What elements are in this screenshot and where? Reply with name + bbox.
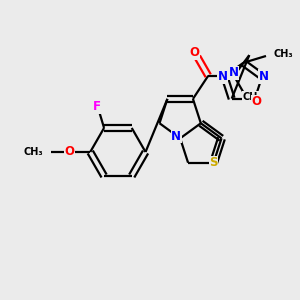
Text: CH₃: CH₃ <box>243 92 262 102</box>
Text: F: F <box>93 100 101 113</box>
Text: N: N <box>218 70 227 83</box>
Text: CH₃: CH₃ <box>274 49 293 59</box>
Text: N: N <box>171 130 181 143</box>
Text: CH₃: CH₃ <box>23 147 43 157</box>
Text: N: N <box>229 66 239 79</box>
Text: S: S <box>209 156 218 169</box>
Text: O: O <box>252 95 262 108</box>
Text: O: O <box>64 146 74 158</box>
Text: N: N <box>259 70 269 83</box>
Text: O: O <box>189 46 200 59</box>
